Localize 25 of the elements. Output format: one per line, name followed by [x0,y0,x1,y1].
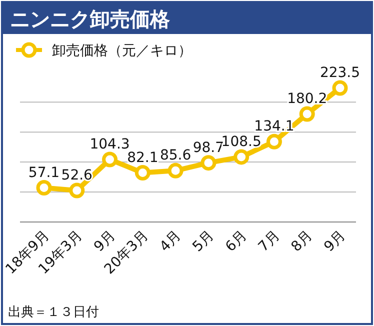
point [299,106,315,122]
point [36,180,52,196]
point [234,149,250,165]
data-label: 57.1 [28,164,60,181]
x-tick-label: 4月 [156,228,184,256]
x-tick-label: 6月 [222,228,250,256]
data-label: 52.6 [61,167,93,184]
data-label: 104.3 [90,136,130,152]
chart-title: ニンニク卸売価格 [10,7,171,31]
point [102,152,118,168]
x-tick-label: 7月 [256,228,284,256]
data-label: 85.6 [160,148,192,164]
legend-label: 卸売価格（元／キロ） [52,43,192,59]
x-tick-label: 9月 [321,228,349,256]
source-note: 出典＝１３日付 [8,305,99,320]
x-tick-label: 5月 [190,228,218,256]
data-label: 82.1 [127,150,158,166]
point [200,155,216,171]
point [266,134,282,150]
point [332,80,348,96]
point [168,162,184,178]
data-label: 223.5 [320,65,360,81]
point [69,182,85,198]
point [134,165,150,181]
x-tick-label: 8月 [288,228,316,256]
